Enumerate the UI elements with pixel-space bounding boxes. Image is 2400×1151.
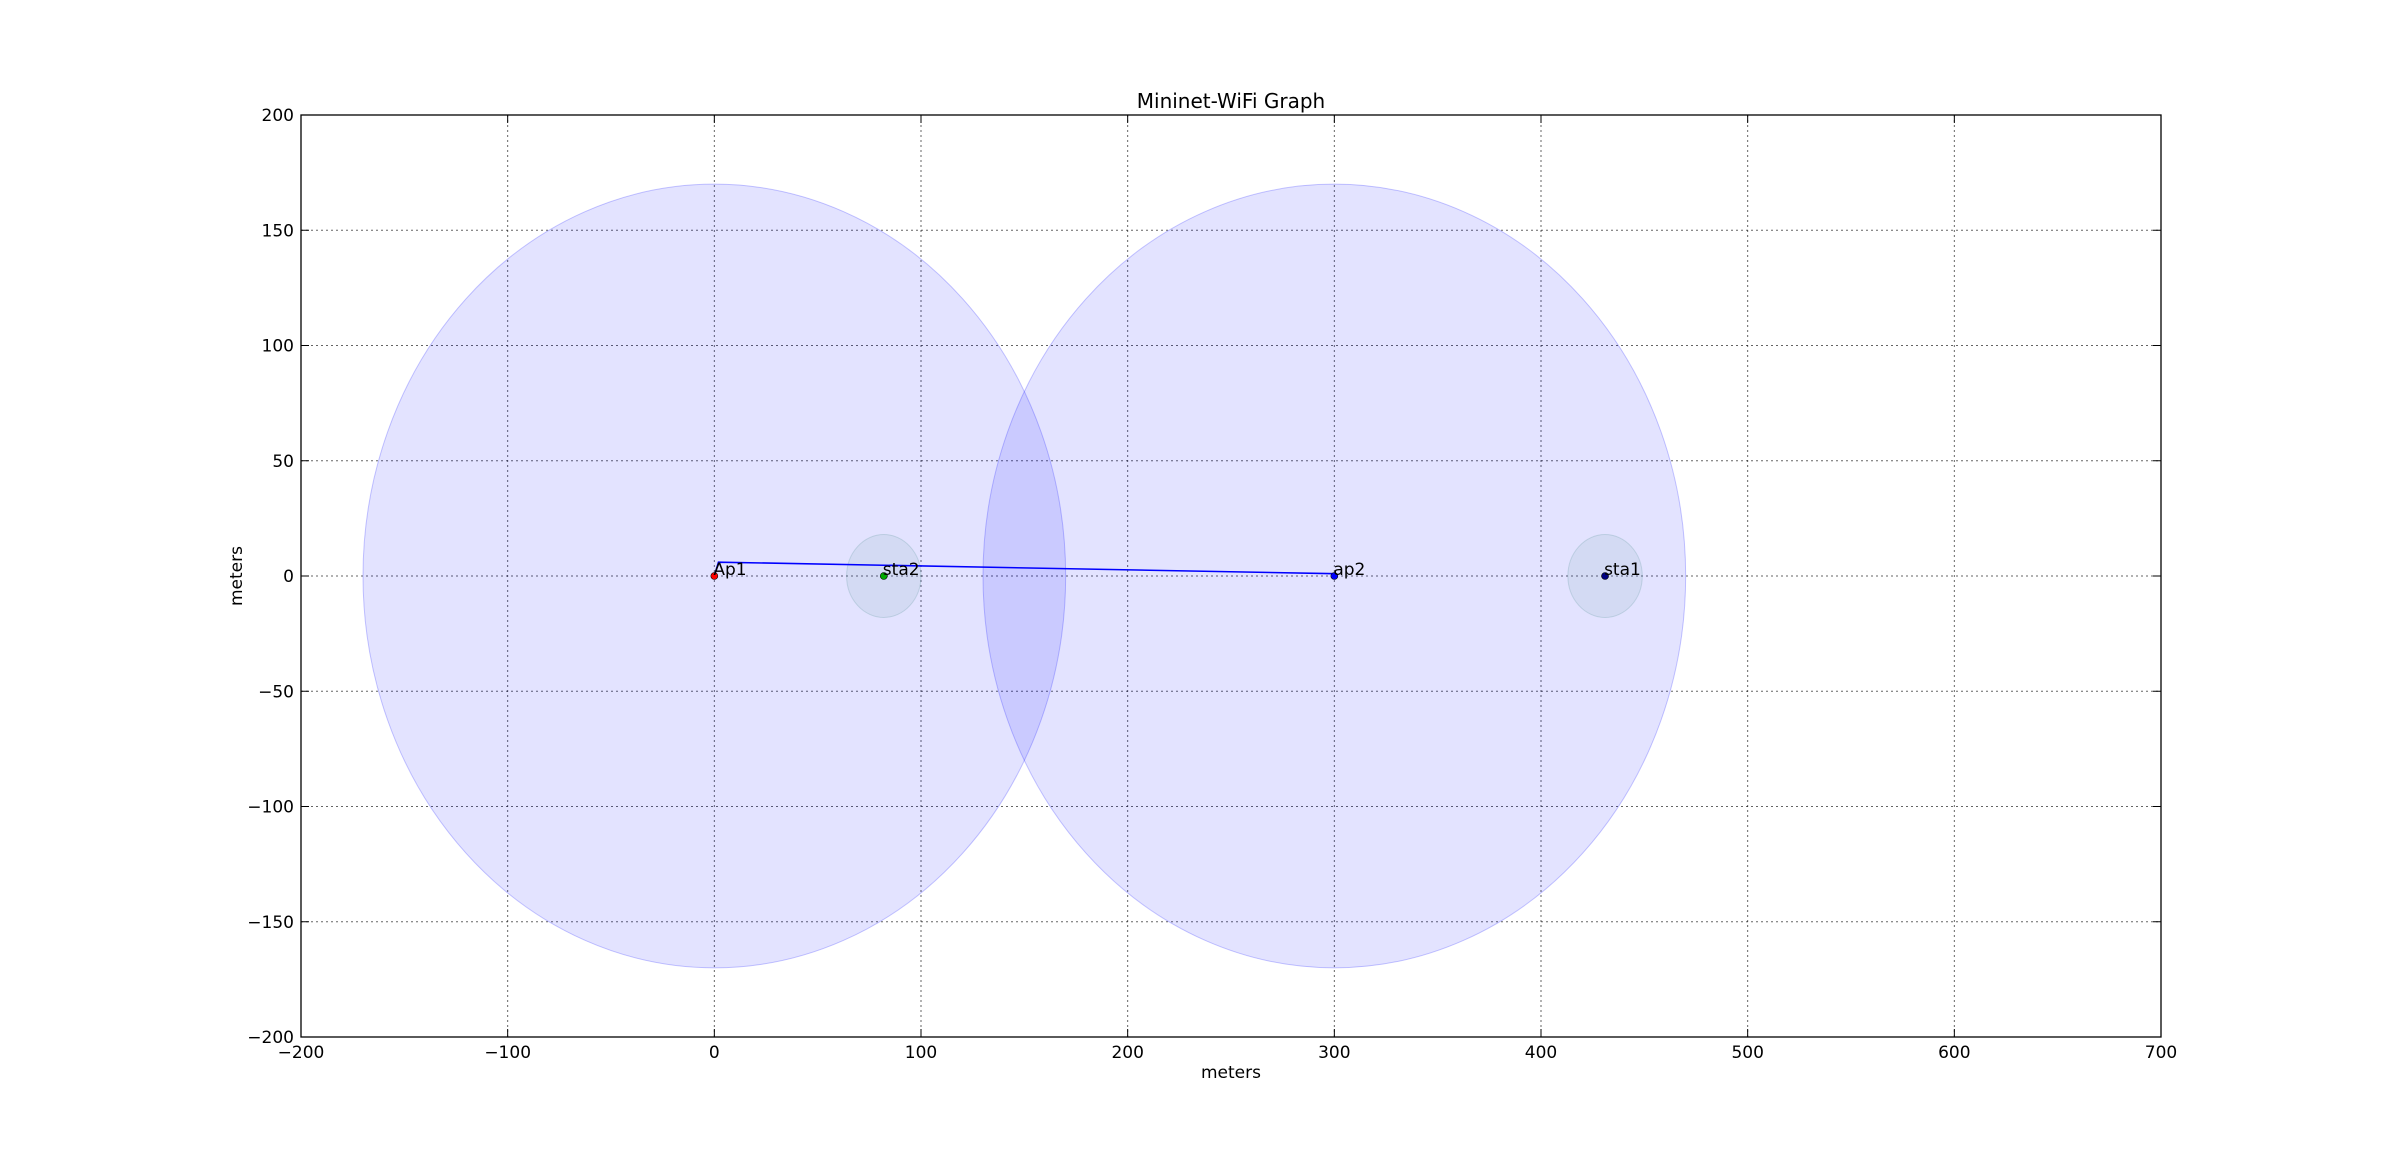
axes: −200 −100 0 100 200 300 400 500 600 700−200−150−1… — [247, 106, 2177, 1063]
y-tick-label: −100 — [247, 798, 294, 818]
y-tick-label: −50 — [258, 682, 294, 702]
ap1-label: Ap1 — [713, 560, 746, 580]
y-tick-label: −150 — [247, 913, 294, 933]
x-tick-label: 600 — [1938, 1043, 1970, 1063]
y-tick-label: 0 — [283, 567, 294, 587]
ap2-marker — [1330, 572, 1339, 580]
x-tick-label: 100 — [905, 1043, 937, 1063]
chart-title: Mininet-WiFi Graph — [1137, 89, 1325, 113]
y-tick-label: 100 — [262, 337, 294, 357]
x-tick-label: −200 — [278, 1043, 325, 1063]
sta1-label: sta1 — [1604, 560, 1641, 580]
x-tick-label: 0 — [709, 1043, 720, 1063]
ap1-marker — [710, 572, 719, 580]
x-tick-label: 300 — [1318, 1043, 1350, 1063]
sta2-label: sta2 — [883, 560, 920, 580]
y-tick-label: 50 — [272, 452, 294, 472]
sta2-marker — [879, 572, 888, 580]
y-axis-label: meters — [227, 546, 247, 606]
y-tick-label: 200 — [262, 106, 294, 126]
nodes: Ap1 ap2 sta2 sta1 — [710, 560, 1641, 580]
x-tick-label: 400 — [1525, 1043, 1557, 1063]
x-tick-label: 200 — [1111, 1043, 1143, 1063]
x-axis-label: meters — [1201, 1063, 1261, 1083]
ap2-label: ap2 — [1333, 560, 1365, 580]
y-tick-label: −200 — [247, 1028, 294, 1048]
sta1-marker — [1601, 572, 1609, 580]
y-tick-label: 150 — [262, 221, 294, 241]
x-tick-label: 700 — [2145, 1043, 2177, 1063]
x-tick-label: −100 — [484, 1043, 531, 1063]
x-tick-label: 500 — [1731, 1043, 1763, 1063]
